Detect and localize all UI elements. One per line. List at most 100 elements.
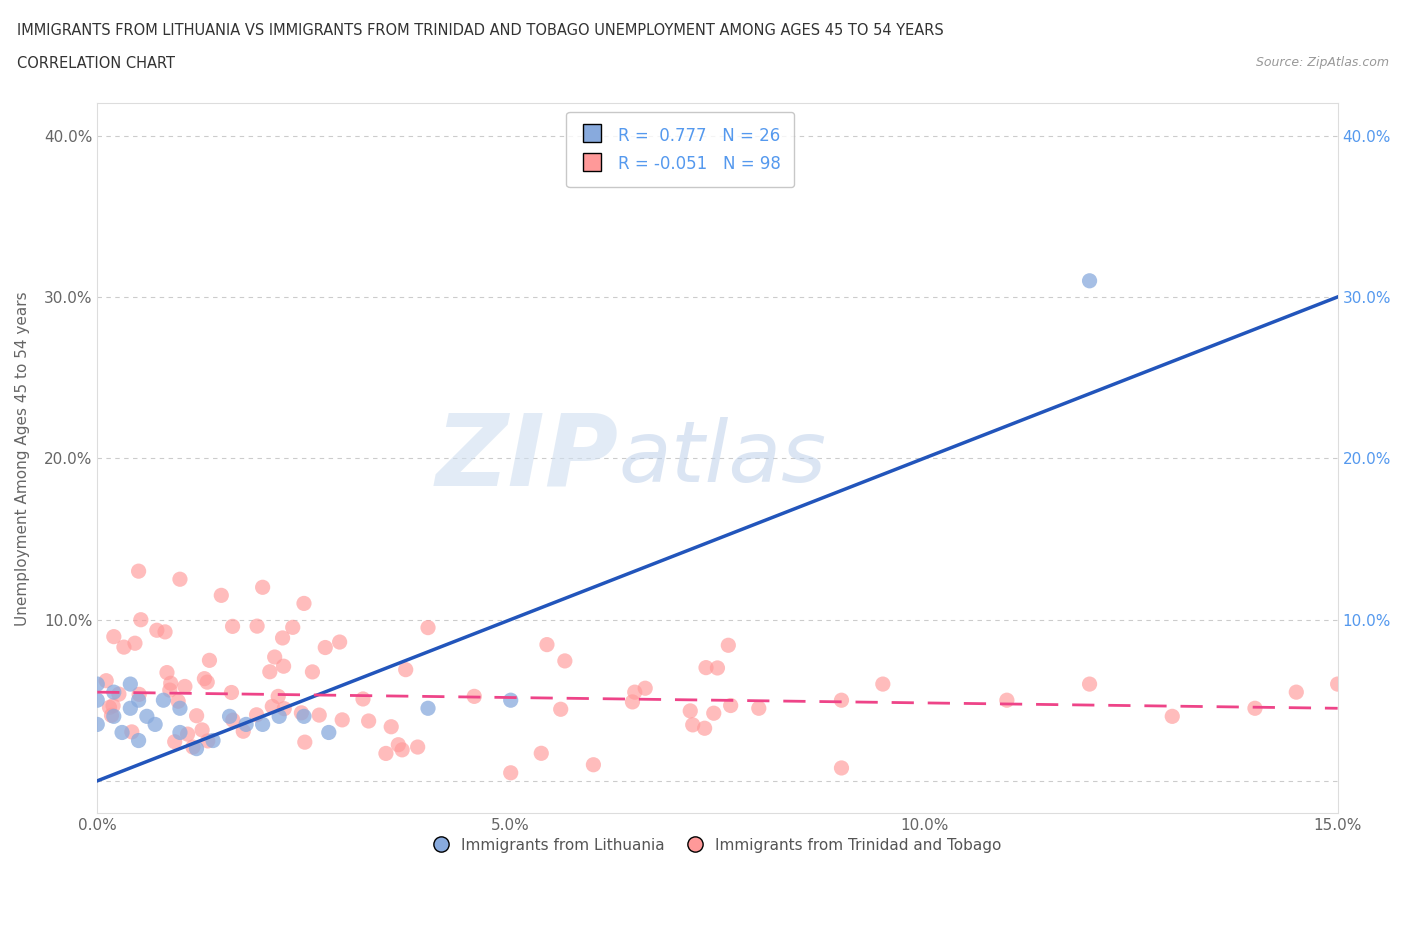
Point <box>582 757 605 772</box>
Point <box>169 701 191 716</box>
Point <box>252 717 274 732</box>
Point <box>1285 684 1308 699</box>
Point <box>830 693 852 708</box>
Point <box>1161 709 1184 724</box>
Point <box>290 706 312 721</box>
Point <box>128 693 150 708</box>
Point <box>98 700 121 715</box>
Point <box>222 712 245 727</box>
Point <box>329 634 352 649</box>
Point <box>120 677 142 692</box>
Point <box>380 719 402 734</box>
Point <box>406 739 429 754</box>
Point <box>197 734 219 749</box>
Point <box>121 724 143 739</box>
Point <box>536 637 558 652</box>
Point <box>86 717 108 732</box>
Point <box>198 653 221 668</box>
Point <box>124 636 146 651</box>
Text: ZIP: ZIP <box>436 410 619 507</box>
Point <box>271 631 294 645</box>
Point <box>128 687 150 702</box>
Point <box>111 725 134 740</box>
Point <box>1244 701 1267 716</box>
Point <box>623 684 645 699</box>
Point <box>748 701 770 716</box>
Point <box>193 671 215 686</box>
Point <box>499 693 522 708</box>
Point <box>463 689 485 704</box>
Point <box>246 618 269 633</box>
Point <box>112 640 135 655</box>
Point <box>195 674 218 689</box>
Y-axis label: Unemployment Among Ages 45 to 54 years: Unemployment Among Ages 45 to 54 years <box>15 291 30 626</box>
Point <box>357 713 380 728</box>
Point <box>717 638 740 653</box>
Point <box>153 624 176 639</box>
Point <box>103 684 125 699</box>
Point <box>374 746 396 761</box>
Point <box>103 630 125 644</box>
Point <box>186 709 208 724</box>
Text: Source: ZipAtlas.com: Source: ZipAtlas.com <box>1256 56 1389 69</box>
Point <box>706 660 728 675</box>
Point <box>830 761 852 776</box>
Point <box>232 724 254 738</box>
Point <box>273 701 295 716</box>
Point <box>86 677 108 692</box>
Point <box>101 698 124 713</box>
Point <box>1368 693 1391 708</box>
Point <box>263 649 285 664</box>
Point <box>128 733 150 748</box>
Point <box>1078 273 1101 288</box>
Point <box>96 673 118 688</box>
Point <box>318 725 340 740</box>
Point <box>703 706 725 721</box>
Point <box>682 717 704 732</box>
Point <box>292 596 315 611</box>
Point <box>176 726 198 741</box>
Point <box>267 689 290 704</box>
Point <box>143 717 166 732</box>
Point <box>679 703 702 718</box>
Text: IMMIGRANTS FROM LITHUANIA VS IMMIGRANTS FROM TRINIDAD AND TOBAGO UNEMPLOYMENT AM: IMMIGRANTS FROM LITHUANIA VS IMMIGRANTS … <box>17 23 943 38</box>
Point <box>530 746 553 761</box>
Point <box>872 677 894 692</box>
Point <box>720 698 742 713</box>
Point <box>292 709 315 724</box>
Point <box>395 662 418 677</box>
Point <box>252 579 274 594</box>
Legend: Immigrants from Lithuania, Immigrants from Trinidad and Tobago: Immigrants from Lithuania, Immigrants fr… <box>427 831 1008 858</box>
Point <box>262 699 284 714</box>
Point <box>135 709 157 724</box>
Point <box>167 694 190 709</box>
Point <box>294 735 316 750</box>
Point <box>209 588 232 603</box>
Point <box>156 665 179 680</box>
Point <box>621 695 644 710</box>
Point <box>550 702 572 717</box>
Point <box>120 701 142 716</box>
Point <box>1078 677 1101 692</box>
Point <box>129 612 152 627</box>
Point <box>173 679 195 694</box>
Point <box>695 660 717 675</box>
Point <box>218 709 240 724</box>
Point <box>202 733 225 748</box>
Point <box>1326 677 1348 692</box>
Point <box>128 564 150 578</box>
Point <box>352 692 374 707</box>
Point <box>221 685 243 700</box>
Point <box>86 693 108 708</box>
Point <box>499 765 522 780</box>
Point <box>314 640 336 655</box>
Point <box>391 742 413 757</box>
Point <box>159 676 181 691</box>
Point <box>416 620 439 635</box>
Point <box>281 620 304 635</box>
Point <box>330 712 353 727</box>
Point <box>634 681 657 696</box>
Point <box>108 686 131 701</box>
Point <box>159 683 181 698</box>
Text: CORRELATION CHART: CORRELATION CHART <box>17 56 174 71</box>
